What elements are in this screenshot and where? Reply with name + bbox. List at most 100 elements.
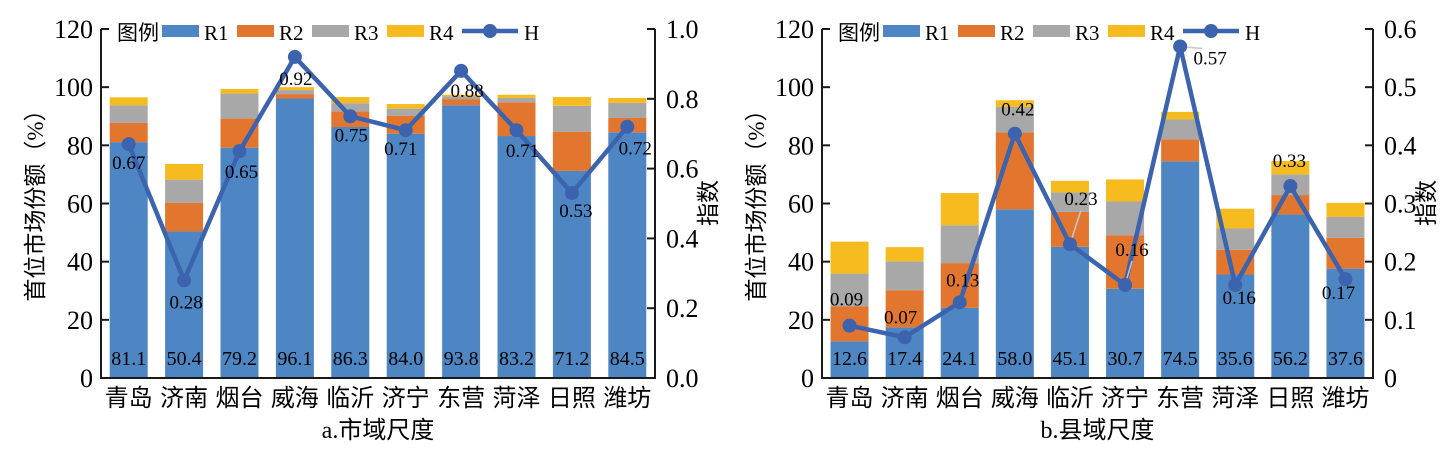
bar-segment-R4	[220, 88, 259, 94]
bar-segment-R2	[442, 99, 481, 106]
chart-a: 0 20 40 60 80 100 120 0.0 0.2 0.4 0.6 0.8 1.0 青岛 济南 烟台威…	[54, 15, 699, 412]
bar-segment-R1	[497, 136, 536, 378]
bar-segment-R2	[275, 94, 314, 99]
category-label: 青岛	[105, 385, 153, 412]
category-label: 东营	[1156, 385, 1204, 412]
h-index-line	[847, 44, 1348, 340]
left-tick-label: 40	[67, 248, 93, 277]
category-label: 青岛	[826, 385, 874, 412]
category-label: 威海	[991, 385, 1039, 412]
bar-segment-R4	[1106, 179, 1145, 202]
h-value-label: 0.92	[279, 69, 312, 90]
h-line-point	[842, 318, 857, 333]
h-line-point	[1338, 272, 1353, 287]
h-value-label: 0.16	[1115, 240, 1148, 261]
h-value-label: 0.53	[559, 201, 592, 222]
h-value-label: 0.75	[335, 125, 368, 146]
left-tick-label: 0	[801, 364, 814, 393]
legend-label-R1: R1	[204, 21, 229, 45]
left-tick-label: 40	[788, 248, 814, 277]
bar-segment-R4	[1271, 161, 1310, 175]
category-label: 临沂	[1046, 385, 1094, 412]
category-label: 济宁	[1101, 385, 1149, 412]
bar-segment-R1	[830, 341, 869, 378]
bar-segment-R3	[830, 273, 869, 307]
h-value-label: 0.72	[619, 139, 652, 160]
category-label: 烟台	[216, 385, 264, 412]
category-label: 菏泽	[1211, 385, 1259, 412]
legend-swatch-R4	[387, 25, 424, 37]
bar-value-label: 81.1	[111, 348, 146, 370]
bar-value-label: 56.2	[1273, 348, 1308, 370]
bar-segment-R1	[1271, 214, 1310, 378]
h-line-point	[1173, 39, 1188, 54]
bar-segment-R1	[331, 127, 370, 378]
h-value-label: 0.16	[1223, 288, 1256, 309]
bar-segment-R4	[1050, 180, 1089, 193]
bar-segment-R4	[1326, 202, 1365, 217]
legend-label-R3: R3	[1075, 21, 1100, 45]
right-tick-label: 0	[1384, 364, 1397, 393]
bar-value-label: 24.1	[942, 348, 977, 370]
bar-value-label: 84.5	[610, 348, 645, 370]
h-value-label: 0.67	[112, 153, 145, 174]
bar-value-label: 12.6	[832, 348, 867, 370]
chart-b: 0 20 40 60 80 100 120 0 0.1 0.2 0.3 0.4 0.5 0.6 青岛 济南 烟台…	[775, 15, 1417, 412]
bar-segment-R4	[1161, 111, 1200, 120]
bar-segment-R4	[497, 94, 536, 98]
category-label: 威海	[271, 385, 319, 412]
h-line-point	[1228, 277, 1243, 292]
h-line-point	[177, 273, 192, 288]
bar-segment-R3	[608, 102, 647, 118]
legend-title: 图例	[117, 21, 159, 45]
bar-value-label: 17.4	[887, 348, 922, 370]
h-line-point	[287, 49, 302, 64]
bar-segment-R2	[109, 122, 148, 143]
bar-segment-R4	[109, 97, 148, 106]
left-tick-label: 80	[788, 131, 814, 160]
legend-swatch-R1	[162, 25, 199, 37]
h-line-point	[620, 119, 635, 134]
legend-swatch-R1	[883, 25, 920, 37]
right-tick-label: 0.2	[1384, 248, 1417, 277]
right-tick-label: 0.4	[666, 224, 699, 253]
h-value-label: 0.13	[946, 270, 979, 291]
h-line-point	[343, 109, 358, 124]
bar-segment-R1	[275, 98, 314, 379]
right-tick-label: 0.0	[666, 364, 699, 393]
left-tick-label: 20	[67, 306, 93, 335]
bar-segment-R4	[1216, 208, 1255, 229]
h-value-label: 0.42	[1001, 100, 1034, 121]
bar-segment-R1	[1161, 161, 1200, 378]
legend-label-R2: R2	[279, 21, 304, 45]
legend-label-R4: R4	[1150, 21, 1175, 45]
bar-segment-R1	[552, 170, 591, 378]
bar-segment-R4	[275, 87, 314, 91]
category-label: 东营	[437, 385, 485, 412]
bar-segment-R1	[940, 307, 979, 378]
legend-line-dot	[483, 24, 497, 38]
bar-segment-R1	[1050, 246, 1089, 378]
legend-swatch-R3	[312, 25, 349, 37]
bar-value-label: 71.2	[554, 348, 589, 370]
right-tick-label: 0.6	[666, 155, 699, 184]
left-tick-label: 60	[67, 190, 93, 219]
legend-label-H: H	[1245, 21, 1260, 45]
h-value-label: 0.28	[169, 292, 202, 313]
right-tick-label: 1.0	[666, 15, 699, 44]
bar-segment-R4	[165, 163, 204, 180]
left-y-axis-title-chart-a: 首位市场份额（%）	[23, 98, 48, 302]
left-tick-label: 120	[775, 15, 814, 44]
bar-segment-R4	[552, 97, 591, 106]
legend-label-R2: R2	[1000, 21, 1025, 45]
category-label: 日照	[1266, 386, 1314, 412]
bar-segment-R4	[331, 97, 370, 104]
h-line-point	[509, 123, 524, 138]
bar-segment-R3	[109, 105, 148, 123]
bar-value-label: 86.3	[333, 348, 368, 370]
bar-segment-R1	[386, 133, 425, 378]
bar-segment-R2	[165, 202, 204, 232]
bar-segment-R1	[109, 142, 148, 378]
h-line-point	[1007, 126, 1022, 141]
